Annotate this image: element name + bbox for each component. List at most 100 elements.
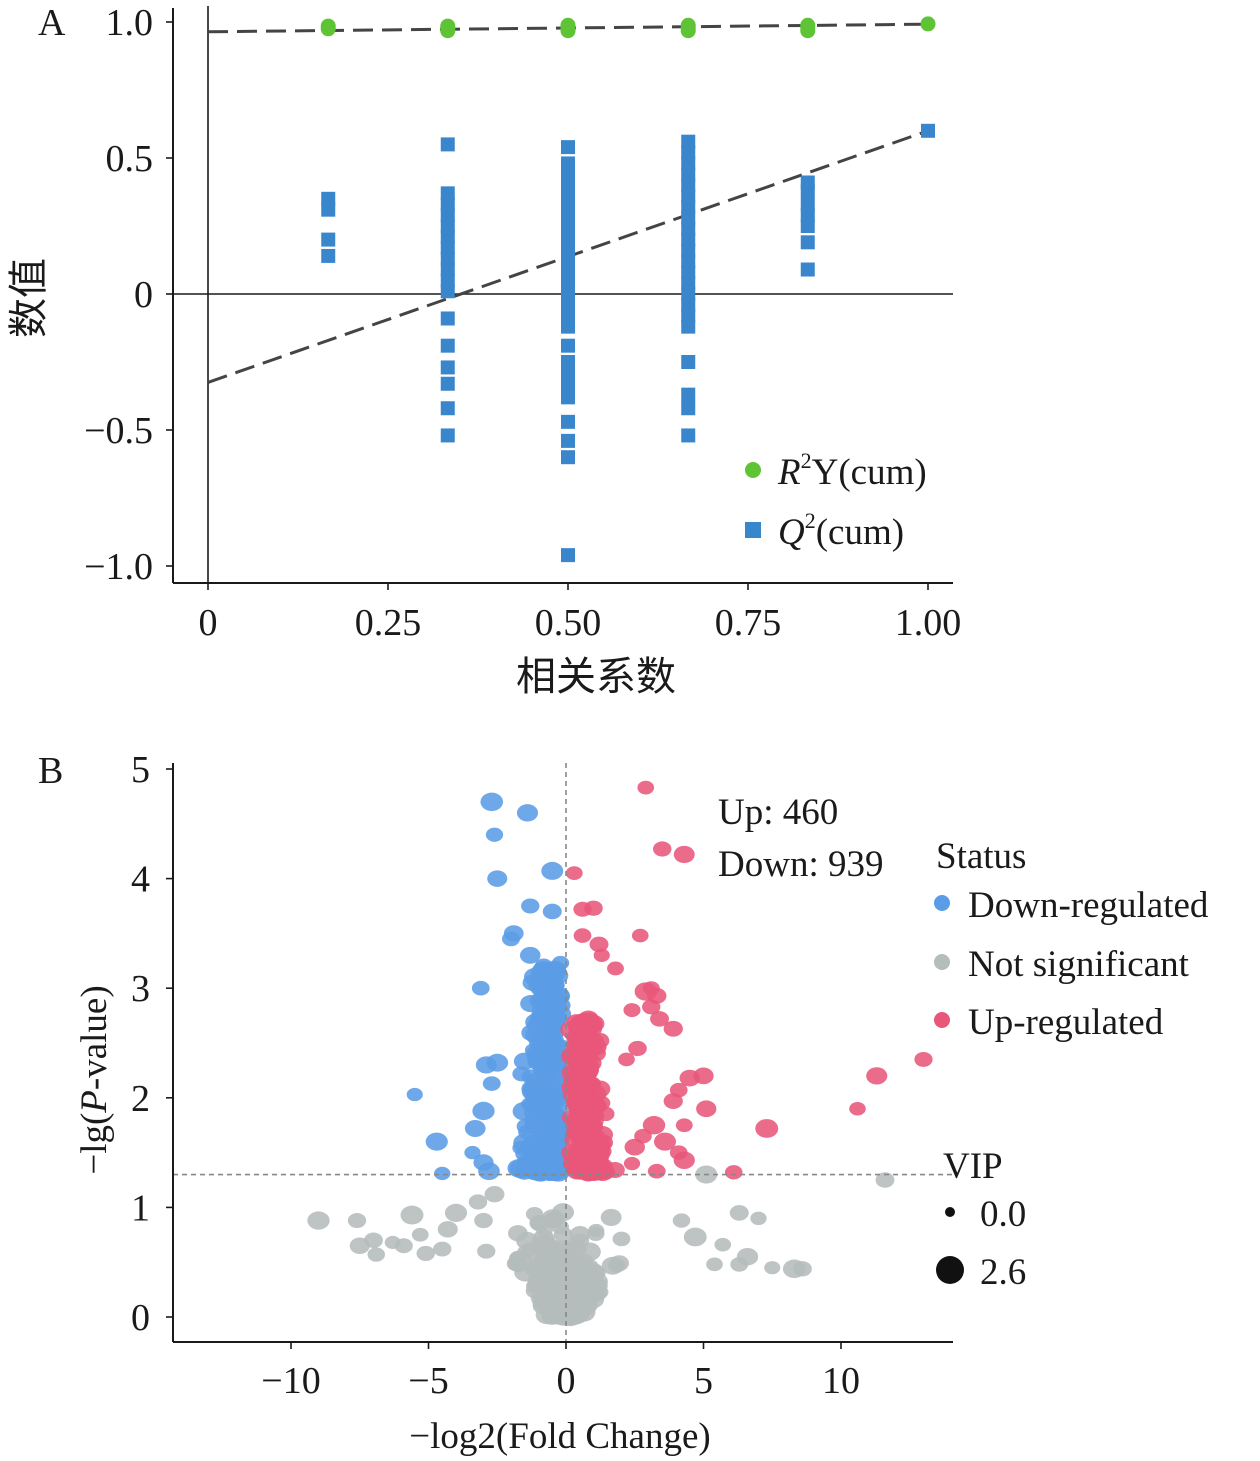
down-regulated-point (544, 1016, 564, 1033)
vip-legend-small-label: 0.0 (980, 1194, 1026, 1235)
panel-b-y-tick-label: 1 (131, 1187, 150, 1229)
up-regulated-point (588, 1160, 610, 1179)
q2-point (561, 338, 575, 353)
r2y-point (440, 23, 456, 39)
panel-a-x-axis-label: 相关系数 (516, 654, 676, 699)
r2y-point (680, 23, 696, 39)
q2-point (561, 433, 575, 448)
down-regulated-point (471, 980, 490, 996)
q2-point (681, 287, 696, 301)
not-significant-point (714, 1237, 732, 1252)
panel-b-y-tick-label: 3 (131, 968, 150, 1010)
panel-b-x-axis-label: −log2(Fold Change) (409, 1416, 710, 1457)
up-regulated-point (675, 1118, 693, 1133)
up-regulated-point (623, 1156, 641, 1171)
legend-r2y-label: R2Y(cum) (777, 448, 927, 493)
q2-point (561, 548, 575, 563)
down-regulated-point (538, 1002, 558, 1018)
panel-a-y-tick-label: 0.5 (106, 138, 154, 180)
q2-point (561, 390, 575, 405)
up-regulated-point (637, 780, 655, 795)
down-regulated-point (536, 1147, 554, 1162)
not-significant-point (729, 1205, 749, 1221)
q2-point (561, 178, 575, 193)
panel-a: A 0 0.25 0.50 0.75 1.00 1.00.50−0.5−1.0 相关系数… (6, 2, 961, 699)
not-significant-point (307, 1211, 330, 1230)
panel-a-axes (172, 6, 953, 584)
panel-a-x-ticks: 0 0.25 0.50 0.75 1.00 (199, 583, 962, 644)
down-regulated-point (519, 946, 541, 964)
not-significant-point (437, 1221, 458, 1238)
not-significant-point (793, 1261, 812, 1277)
not-significant-point (683, 1227, 707, 1247)
r2y-point (320, 21, 336, 37)
down-regulated-point (541, 861, 564, 880)
up-regulated-point (605, 1161, 625, 1179)
vip-legend-title: VIP (943, 1146, 1003, 1187)
q2-point (561, 156, 575, 171)
q2-point (561, 210, 575, 225)
panel-a-x-tick-label: 0.75 (715, 602, 782, 644)
q2-point (561, 355, 575, 369)
up-regulated-point (755, 1119, 779, 1138)
q2-point (440, 311, 455, 326)
down-regulated-point (539, 1056, 562, 1074)
panel-a-x-tick-label: 0.25 (355, 602, 422, 644)
q2-point (681, 276, 696, 291)
not-significant-point (538, 1257, 560, 1275)
q2-point (561, 276, 575, 291)
panel-b-y-tick-label: 4 (131, 859, 150, 901)
q2-point (561, 140, 575, 155)
down-regulated-point (524, 1079, 544, 1096)
q2-point (681, 199, 696, 214)
up-regulated-point (631, 928, 649, 943)
up-regulated-point (653, 841, 672, 857)
q2-point (681, 189, 696, 204)
q2-point (561, 319, 575, 334)
status-legend-title: Status (936, 836, 1026, 877)
q2-point (800, 183, 815, 198)
q2-point (440, 229, 455, 244)
up-regulated-point (589, 936, 609, 953)
panel-a-y-ticks: 1.0 0.5 0 −0.5 −1.0 (84, 2, 173, 588)
down-regulated-point (487, 870, 508, 887)
panel-a-y-tick-label: 0 (134, 274, 153, 316)
not-significant-point (367, 1247, 386, 1262)
q2-point (440, 262, 455, 277)
q2-point (561, 287, 575, 301)
down-regulated-point (434, 1166, 451, 1181)
not-significant-point (364, 1232, 383, 1249)
q2-point (681, 178, 696, 193)
up-regulated-point (566, 1110, 590, 1130)
down-regulated-point (464, 1145, 481, 1160)
q2-point (440, 401, 455, 416)
not-significant-point (433, 1241, 452, 1257)
q2-point (561, 308, 575, 323)
panel-b-axes (172, 763, 953, 1343)
up-regulated-point (696, 1100, 717, 1118)
q2-point (681, 387, 696, 402)
panel-b-y-tick-label: 0 (131, 1297, 150, 1339)
q2-point (440, 186, 455, 201)
up-regulated-point (577, 1027, 596, 1044)
up-regulated-point (593, 948, 610, 962)
not-significant-point (521, 1242, 538, 1257)
not-significant-point (544, 1212, 565, 1229)
up-regulated-point (642, 999, 661, 1015)
panel-b-label: B (38, 750, 63, 792)
q2-point (681, 297, 696, 312)
up-regulated-point (618, 1052, 635, 1067)
not-significant-point (566, 1261, 588, 1279)
panel-b-x-tick-label: 0 (557, 1360, 576, 1402)
down-regulated-point (547, 967, 565, 982)
not-significant-point (347, 1213, 367, 1229)
down-regulated-point (501, 931, 521, 947)
panel-a-x-tick-label: 1.00 (895, 602, 962, 644)
q2-point (681, 134, 696, 149)
not-significant-point (444, 1203, 468, 1222)
down-regulated-point (478, 1162, 500, 1181)
not-significant-point (612, 1231, 631, 1247)
down-regulated-point (486, 1053, 509, 1072)
up-regulated-point (624, 1138, 645, 1156)
